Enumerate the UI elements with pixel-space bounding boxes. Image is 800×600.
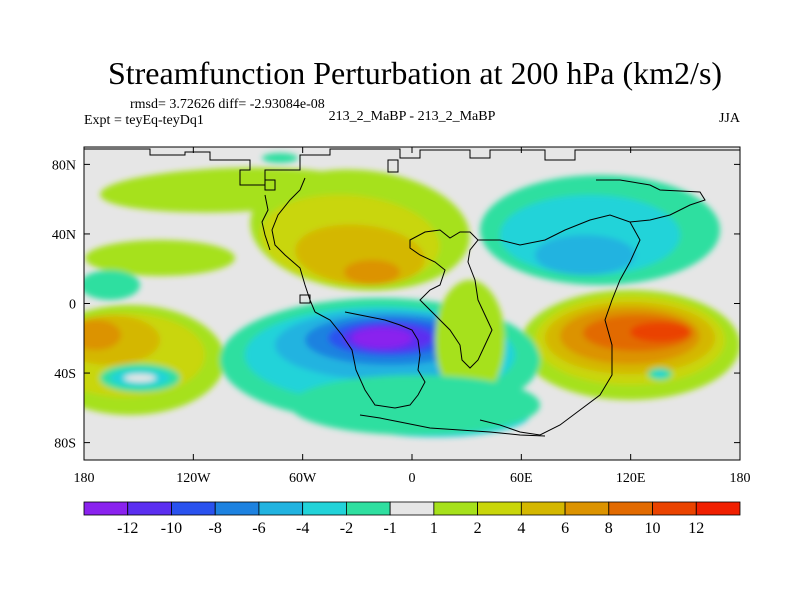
- stats-label: rmsd= 3.72626 diff= -2.93084e-08: [130, 97, 325, 112]
- lon-tick-label: 60W: [289, 471, 317, 486]
- lat-tick-label: 40S: [54, 367, 76, 382]
- lon-tick-label: 60E: [510, 471, 533, 486]
- colorbar-label: 1: [430, 520, 438, 537]
- colorbar-swatch: [477, 501, 522, 516]
- contour-neg-southern-ocean-edge: [290, 375, 540, 435]
- colorbar-label: 2: [474, 520, 482, 537]
- longitude-axis: 180 120W 60W 0 60E 120E 180: [74, 147, 751, 486]
- lon-tick-label: 120E: [616, 471, 646, 486]
- colorbar-label: 12: [688, 520, 704, 537]
- colorbar-swatch: [127, 501, 172, 516]
- colorbar-swatch: [345, 501, 391, 516]
- lon-tick-label: 0: [409, 471, 416, 486]
- colorbar-swatch: [214, 501, 260, 516]
- contour-pos-south-pacific-core: [84, 320, 121, 350]
- colorbar-swatch: [302, 501, 347, 516]
- colorbar-label: -1: [383, 520, 396, 537]
- lon-tick-label: 180: [730, 471, 751, 486]
- experiment-label: Expt = teyEq-teyDq1: [84, 113, 204, 128]
- contour-neg-indian-inner: [654, 371, 666, 377]
- lat-tick-label: 0: [69, 298, 76, 313]
- coastlines: [84, 148, 740, 437]
- colorbar-label: -12: [117, 520, 138, 537]
- contour-pos-north-atlantic-core: [344, 260, 400, 284]
- colorbar-label: -8: [209, 520, 222, 537]
- case-label: 213_2_MaBP - 213_2_MaBP: [329, 109, 496, 124]
- colorbar-label: -10: [161, 520, 182, 537]
- contour-neg-south-pacific-hole: [124, 374, 156, 382]
- contour-pos-north-america-band: [85, 240, 235, 276]
- colorbar-label: -6: [252, 520, 265, 537]
- map-panel: [84, 147, 740, 460]
- colorbar-swatch: [564, 501, 610, 516]
- colorbar-label: 8: [605, 520, 613, 537]
- colorbar-label: 10: [645, 520, 661, 537]
- colorbar-swatch: [520, 501, 566, 516]
- contour-pos-south-indian-core: [630, 322, 690, 342]
- colorbar-swatch: [389, 501, 435, 516]
- contour-neg-south-atlantic-core: [352, 328, 412, 348]
- latitude-axis: 80N 40N 0 40S 80S: [52, 158, 740, 452]
- lon-tick-label: 180: [74, 471, 95, 486]
- lat-tick-label: 80S: [54, 437, 76, 452]
- colorbar-label: -4: [296, 520, 309, 537]
- colorbar-swatch: [171, 501, 216, 516]
- contour-neg-arctic-small: [262, 153, 298, 163]
- lat-tick-label: 40N: [52, 228, 76, 243]
- figure-title: Streamfunction Perturbation at 200 hPa (…: [108, 55, 722, 91]
- colorbar-swatch: [608, 501, 653, 516]
- colorbar-swatch: [258, 501, 304, 516]
- contour-pos-african-strip: [435, 280, 505, 400]
- contour-neg-asia-inner: [535, 235, 635, 275]
- lat-tick-label: 80N: [52, 158, 76, 173]
- colorbar-label: 6: [561, 520, 569, 537]
- colorbar-label: 4: [517, 520, 525, 537]
- colorbar-label: -2: [340, 520, 353, 537]
- lon-tick-label: 120W: [176, 471, 211, 486]
- colorbar-swatch: [695, 501, 741, 516]
- contour-neg-east-pacific-band: [84, 270, 140, 300]
- season-label: JJA: [719, 111, 741, 126]
- colorbar-swatch: [652, 501, 697, 516]
- colorbar-swatch: [83, 501, 129, 516]
- colorbar: -12 -10 -8 -6 -4 -2 -1 1 2 4 6 8 10 12: [83, 501, 741, 537]
- colorbar-swatch: [433, 501, 479, 516]
